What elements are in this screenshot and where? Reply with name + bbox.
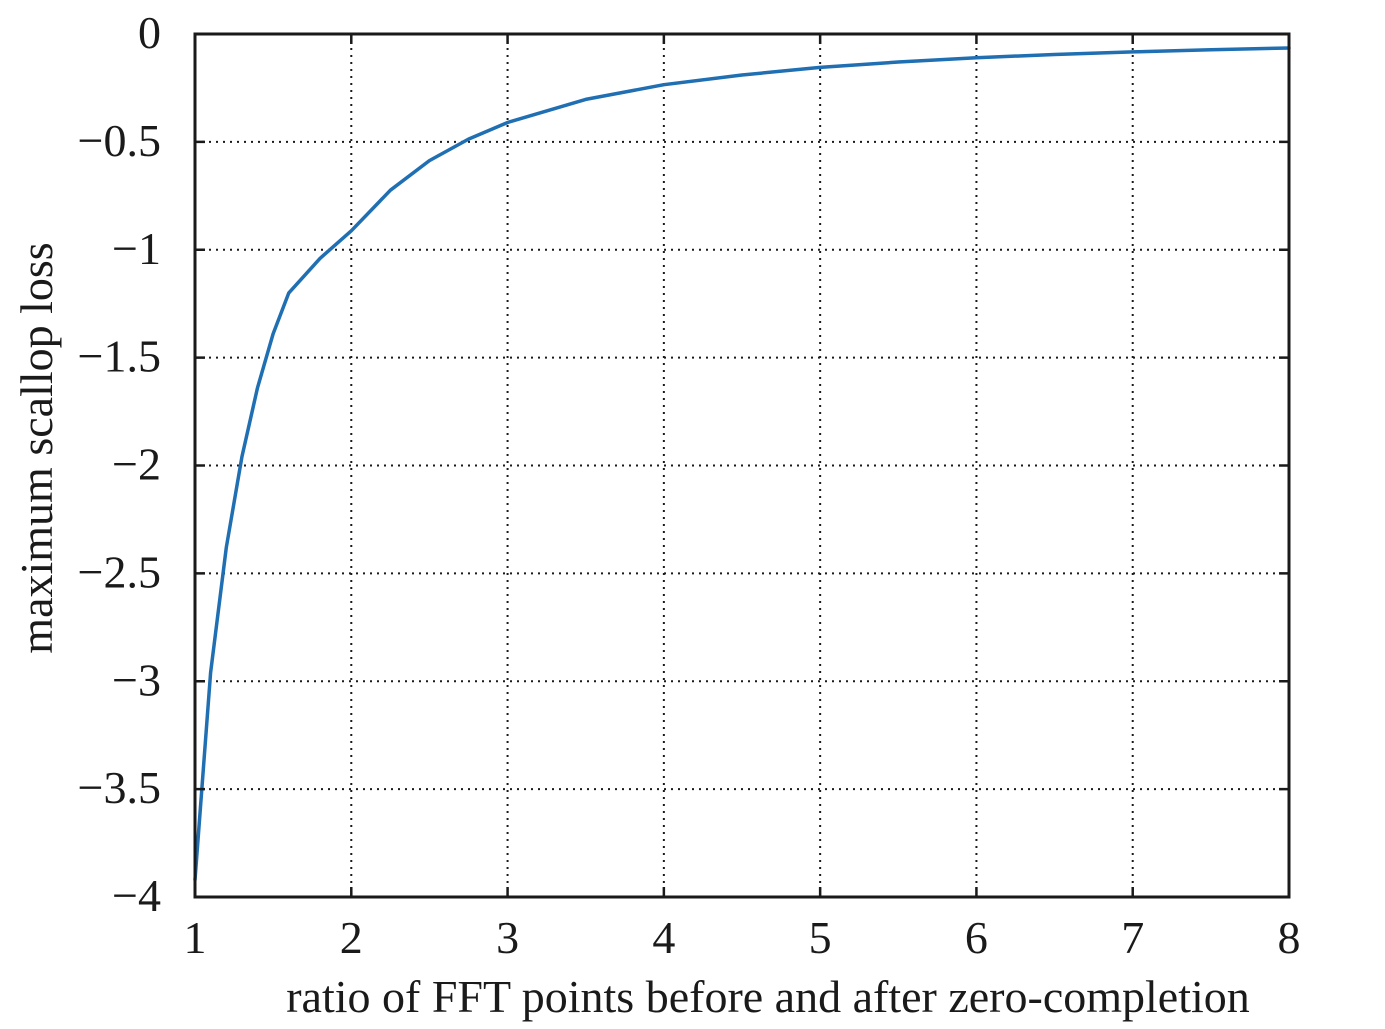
y-tick-label: −1 xyxy=(112,223,161,274)
y-tick-label: −2 xyxy=(112,439,161,490)
y-tick-label: −4 xyxy=(112,870,161,921)
x-tick-label: 8 xyxy=(1278,912,1301,963)
y-axis-label: maximum scallop loss xyxy=(11,242,62,653)
x-tick-label: 2 xyxy=(340,912,363,963)
grid xyxy=(195,34,1289,897)
x-tick-labels: 1 2 3 4 5 6 7 8 xyxy=(184,912,1301,963)
x-axis-label: ratio of FFT points before and after zer… xyxy=(286,971,1250,1022)
y-tick-label: −0.5 xyxy=(78,115,161,166)
y-tick-labels: 0 −0.5 −1 −1.5 −2 −2.5 −3 −3.5 −4 xyxy=(78,7,161,921)
tick-marks xyxy=(193,32,1291,899)
x-tick-label: 1 xyxy=(184,912,207,963)
x-tick-label: 3 xyxy=(496,912,519,963)
y-tick-label: 0 xyxy=(138,7,161,58)
x-tick-label: 5 xyxy=(809,912,832,963)
y-tick-label: −2.5 xyxy=(78,546,161,597)
x-tick-label: 7 xyxy=(1121,912,1144,963)
scallop-loss-curve xyxy=(193,46,1291,882)
plot-area xyxy=(193,46,1291,882)
x-tick-label: 6 xyxy=(965,912,988,963)
y-tick-label: −1.5 xyxy=(78,331,161,382)
x-tick-label: 4 xyxy=(652,912,675,963)
y-tick-label: −3 xyxy=(112,654,161,705)
y-tick-label: −3.5 xyxy=(78,762,161,813)
